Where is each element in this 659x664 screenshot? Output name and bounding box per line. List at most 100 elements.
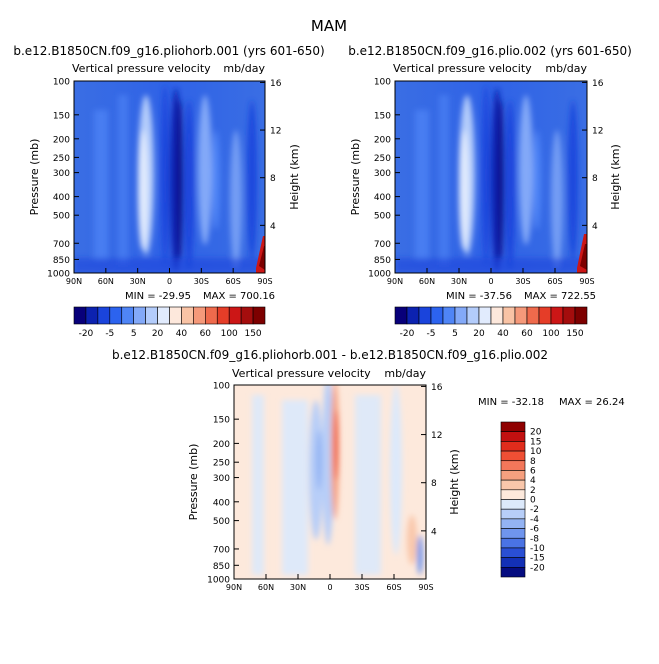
colorbar-label: 60 (521, 329, 533, 339)
y-tick-label: 700 (374, 240, 391, 250)
y-tick-label: 300 (53, 169, 70, 179)
colorbar-label: -6 (530, 525, 539, 535)
colorbar-swatch (216, 306, 230, 325)
field-band (177, 100, 183, 260)
field-band (247, 100, 257, 260)
colorbar-label: 100 (221, 329, 238, 339)
y-right-tick-label: 4 (270, 222, 276, 232)
y-tick-label: 100 (213, 382, 230, 392)
colorbar-swatch (500, 489, 526, 500)
y-tick-label: 250 (53, 154, 70, 164)
y-tick-label: 700 (53, 240, 70, 250)
field-band (459, 130, 469, 250)
colorbar-swatch (193, 306, 206, 325)
field-band (161, 85, 169, 265)
colorbar-swatch (574, 306, 588, 325)
y-tick-label: 300 (374, 169, 391, 179)
y-tick-label: 700 (213, 545, 230, 555)
colorbar-label: -15 (530, 554, 545, 564)
y-tick-label: 150 (213, 416, 230, 426)
colorbar-swatch (169, 306, 182, 325)
field-band (498, 100, 504, 260)
colorbar-swatch (418, 306, 432, 325)
field-band (94, 110, 108, 260)
y-tick-label: 850 (213, 562, 230, 572)
colorbar-swatch (500, 441, 526, 452)
colorbar-label: 20 (473, 329, 485, 339)
x-tick-label: 90N (66, 277, 82, 286)
x-tick-label: 60N (258, 583, 274, 592)
colorbar-swatch (406, 306, 420, 325)
colorbar-label: 8 (530, 457, 536, 467)
panel-1-colorbar: -20 -5 5 20 40 60 100 150 (73, 306, 266, 339)
colorbar-swatch (252, 306, 266, 325)
field-band (212, 130, 220, 230)
field-band (482, 85, 490, 265)
colorbar-swatch (109, 306, 123, 325)
panel-1-title: b.e12.B1850CN.f09_g16.pliohorb.001 (yrs … (13, 44, 324, 58)
y-right-tick-label: 4 (431, 527, 437, 537)
panel-1-ylabel-right: Height (km) (288, 144, 301, 210)
y-tick-label: 200 (213, 440, 230, 450)
colorbar-label: 10 (530, 447, 542, 457)
panel-1-axes: 100 150 200 250 300 400 500 700 850 1000 4 8 12 16 90N… (47, 78, 282, 287)
y-tick-label: 250 (374, 154, 391, 164)
panel-2-ylabel-right: Height (km) (609, 144, 622, 210)
field-band (439, 95, 449, 265)
x-tick-label: 60S (547, 277, 562, 286)
x-tick-label: 60S (226, 277, 241, 286)
field-band (252, 395, 264, 575)
panel-1-ylabel: Pressure (mb) (28, 139, 41, 216)
field-band (395, 258, 587, 273)
y-right-tick-label: 12 (592, 127, 603, 137)
colorbar-label: 150 (566, 329, 583, 339)
panel-2-subtitle: Vertical pressure velocity (393, 62, 532, 75)
colorbar-swatch (97, 306, 111, 325)
panel-2-axes: 100 150 200 250 300 400 500 700 850 1000 4 8 12 16 90N… (368, 78, 604, 287)
colorbar-swatch (500, 547, 526, 558)
field-band (230, 130, 242, 270)
field-band (505, 100, 515, 270)
colorbar-swatch (500, 537, 526, 549)
x-tick-label: 90N (387, 277, 403, 286)
y-tick-label: 200 (53, 135, 70, 145)
x-tick-label: 90S (418, 583, 433, 592)
y-tick-label: 400 (213, 498, 230, 508)
colorbar-label: -8 (530, 534, 539, 544)
field-band (184, 100, 194, 270)
colorbar-label: 100 (542, 329, 559, 339)
panel-3-ylabel: Pressure (mb) (187, 444, 200, 521)
colorbar-swatch (500, 499, 526, 510)
y-tick-label: 400 (53, 193, 70, 203)
colorbar-label: 2 (530, 486, 536, 496)
field-band (417, 535, 423, 575)
x-tick-label: 60S (386, 583, 401, 592)
field-band (407, 515, 417, 565)
panel-3-max: MAX = 26.24 (559, 397, 625, 408)
colorbar-swatch (500, 528, 526, 539)
x-tick-label: 90N (226, 583, 242, 592)
y-tick-label: 1000 (207, 576, 230, 586)
panel-1-max: MAX = 700.16 (203, 291, 275, 302)
x-tick-label: 30N (130, 277, 146, 286)
colorbar-swatch (500, 431, 526, 442)
colorbar-label: -4 (530, 515, 539, 525)
x-tick-label: 60N (98, 277, 114, 286)
field-band (568, 100, 578, 260)
colorbar-label: 20 (530, 428, 542, 438)
colorbar-label: 20 (152, 329, 164, 339)
panel-2-max: MAX = 722.55 (524, 291, 596, 302)
colorbar-label: 150 (244, 329, 261, 339)
x-tick-label: 60N (419, 277, 435, 286)
panel-3-units: mb/day (384, 367, 426, 380)
panel-1-min: MIN = -29.95 (125, 291, 191, 302)
y-right-tick-label: 16 (431, 383, 443, 393)
colorbar-label: -5 (105, 329, 114, 339)
colorbar-swatch (514, 306, 528, 325)
field-polar-max (259, 246, 265, 270)
field-band (355, 395, 381, 575)
colorbar-label: -20 (400, 329, 415, 339)
colorbar-label: -2 (530, 505, 539, 515)
